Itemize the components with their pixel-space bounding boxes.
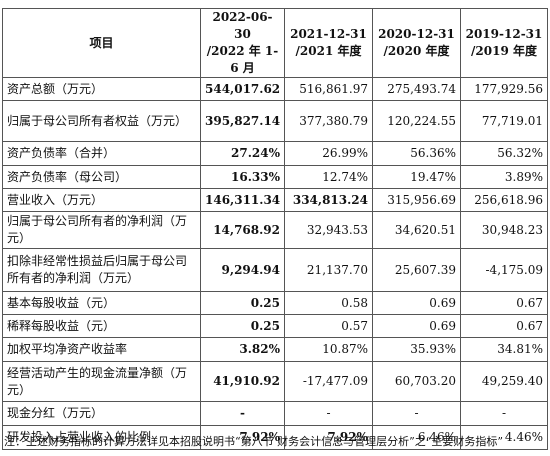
header-line: /2020 年度: [383, 44, 450, 58]
table-row: 资产负债率（合并） 27.24% 26.99% 56.36% 56.32%: [2, 141, 548, 166]
cell-value: 0.58: [284, 291, 373, 315]
row-label: 资产总额（万元）: [2, 77, 201, 101]
cell-value: 34.81%: [460, 337, 548, 362]
cell-value: 25,607.39: [372, 248, 461, 292]
cell-value: 19.47%: [372, 165, 461, 189]
table-row: 经营活动产生的现金流量净额（万元） 41,910.92 -17,477.09 60,7…: [2, 361, 548, 402]
header-cell: 2020-12-31/2020 年度: [372, 8, 461, 78]
cell-value: 32,943.53: [284, 211, 373, 249]
row-label: 扣除非经常性损益后归属于母公司所有者的净利润（万元）: [2, 248, 201, 292]
cell-value: 41,910.92: [200, 361, 285, 402]
row-label: 归属于母公司所有者权益（万元）: [2, 100, 201, 142]
header-line: 2022-06-30: [212, 10, 273, 41]
header-line: /2022 年 1-6 月: [206, 44, 279, 75]
cell-value: 27.24%: [200, 141, 285, 166]
cell-value: 30,948.23: [460, 211, 548, 249]
financial-table: 项目 2022-06-30/2022 年 1-6 月 2021-12-31/2021…: [2, 8, 548, 450]
cell-value: 60,703.20: [372, 361, 461, 402]
cell-value: 9,294.94: [200, 248, 285, 292]
cell-value: -17,477.09: [284, 361, 373, 402]
cell-value: 77,719.01: [460, 100, 548, 142]
header-cell: 2022-06-30/2022 年 1-6 月: [200, 8, 285, 78]
table-row: 研发投入占营业收入的比例 7.92% 7.92% 6.46% 4.46%: [2, 425, 548, 450]
header-line: /2019 年度: [471, 44, 537, 58]
cell-value: -: [200, 401, 285, 426]
header-line: 2021-12-31: [290, 27, 367, 41]
cell-value: 120,224.55: [372, 100, 461, 142]
cell-value: 34,620.51: [372, 211, 461, 249]
table-row: 加权平均净资产收益率 3.82% 10.87% 35.93% 34.81%: [2, 337, 548, 362]
cell-value: -: [372, 401, 461, 426]
cell-value: 12.74%: [284, 165, 373, 189]
cell-value: 0.25: [200, 291, 285, 315]
cell-value: 6.46%: [372, 425, 461, 450]
row-label: 基本每股收益（元）: [2, 291, 201, 315]
table-row: 稀释每股收益（元） 0.25 0.57 0.69 0.67: [2, 314, 548, 338]
cell-value: 516,861.97: [284, 77, 373, 101]
cell-value: 0.67: [460, 291, 548, 315]
cell-value: 0.69: [372, 291, 461, 315]
cell-value: -: [284, 401, 373, 426]
table-row: 资产总额（万元） 544,017.62 516,861.97 275,493.74 17…: [2, 77, 548, 101]
cell-value: 16.33%: [200, 165, 285, 189]
header-cell: 2019-12-31/2019 年度: [460, 8, 548, 78]
cell-value: 10.87%: [284, 337, 373, 362]
row-label: 稀释每股收益（元）: [2, 314, 201, 338]
cell-value: 4.46%: [460, 425, 548, 450]
row-label: 经营活动产生的现金流量净额（万元）: [2, 361, 201, 402]
table-row: 归属于母公司所有者的净利润（万元） 14,768.92 32,943.53 34,62…: [2, 211, 548, 249]
header-line: 2019-12-31: [465, 27, 543, 41]
cell-value: 177,929.56: [460, 77, 548, 101]
table-row: 归属于母公司所有者权益（万元） 395,827.14 377,380.79 120,2…: [2, 100, 548, 142]
header-line: 项目: [89, 35, 114, 50]
cell-value: 14,768.92: [200, 211, 285, 249]
header-line: /2021 年度: [295, 44, 362, 58]
cell-value: 146,311.34: [200, 188, 285, 212]
cell-value: -: [460, 401, 548, 426]
cell-value: 0.67: [460, 314, 548, 338]
header-row: 项目 2022-06-30/2022 年 1-6 月 2021-12-31/2021…: [2, 8, 548, 78]
cell-value: 7.92%: [200, 425, 285, 450]
table-row: 营业收入（万元） 146,311.34 334,813.24 315,956.69 25…: [2, 188, 548, 212]
cell-value: 0.69: [372, 314, 461, 338]
cell-value: 3.82%: [200, 337, 285, 362]
row-label: 现金分红（万元）: [2, 401, 201, 426]
row-label: 归属于母公司所有者的净利润（万元）: [2, 211, 201, 249]
header-cell: 项目: [2, 8, 201, 78]
row-label: 资产负债率（合并）: [2, 141, 201, 166]
header-cell: 2021-12-31/2021 年度: [284, 8, 373, 78]
cell-value: -4,175.09: [460, 248, 548, 292]
cell-value: 395,827.14: [200, 100, 285, 142]
cell-value: 56.32%: [460, 141, 548, 166]
table-row: 现金分红（万元） - - - -: [2, 401, 548, 426]
row-label: 加权平均净资产收益率: [2, 337, 201, 362]
cell-value: 21,137.70: [284, 248, 373, 292]
cell-value: 315,956.69: [372, 188, 461, 212]
table-row: 扣除非经常性损益后归属于母公司所有者的净利润（万元） 9,294.94 21,137…: [2, 248, 548, 292]
cell-value: 0.25: [200, 314, 285, 338]
header-line: 2020-12-31: [378, 27, 455, 41]
cell-value: 275,493.74: [372, 77, 461, 101]
cell-value: 256,618.96: [460, 188, 548, 212]
cell-value: 56.36%: [372, 141, 461, 166]
cell-value: 544,017.62: [200, 77, 285, 101]
table-row: 资产负债率（母公司） 16.33% 12.74% 19.47% 3.89%: [2, 165, 548, 189]
cell-value: 26.99%: [284, 141, 373, 166]
table-body: 资产总额（万元） 544,017.62 516,861.97 275,493.74 17…: [2, 77, 548, 450]
cell-value: 49,259.40: [460, 361, 548, 402]
row-label: 资产负债率（母公司）: [2, 165, 201, 189]
table-row: 基本每股收益（元） 0.25 0.58 0.69 0.67: [2, 291, 548, 315]
cell-value: 334,813.24: [284, 188, 373, 212]
cell-value: 3.89%: [460, 165, 548, 189]
row-label: 营业收入（万元）: [2, 188, 201, 212]
cell-value: 35.93%: [372, 337, 461, 362]
footnote: 注：上述财务指标的计算方法详见本招股说明书“第八节 财务会计信息与管理层分析”之…: [4, 435, 503, 448]
cell-value: 0.57: [284, 314, 373, 338]
row-label: 研发投入占营业收入的比例: [2, 425, 201, 450]
cell-value: 377,380.79: [284, 100, 373, 142]
